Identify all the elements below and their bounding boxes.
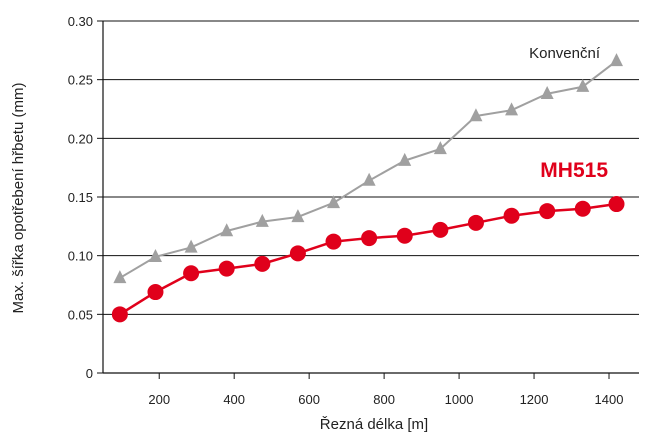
data-point-konvencni (291, 209, 305, 223)
data-point-mh515 (608, 196, 625, 213)
data-point-mh515 (325, 233, 342, 250)
x-axis-ticks: 200 400 600 800 1000 1200 1400 (148, 373, 623, 407)
series-line-mh515 (119, 202, 617, 316)
data-point-mh515 (147, 284, 164, 301)
data-point-mh515 (574, 200, 591, 217)
series-labels: Konvenční MH515 (529, 45, 608, 182)
y-tick-label: 0.10 (68, 249, 93, 264)
x-tick-label: 1200 (520, 392, 549, 407)
data-point-konvencni (433, 141, 447, 155)
data-point-mh515 (539, 203, 556, 220)
series-label-mh515: MH515 (540, 159, 608, 182)
x-axis-title: Řezná délka [m] (320, 416, 428, 433)
data-point-mh515 (503, 207, 520, 224)
data-point-konvencni (540, 85, 554, 99)
data-point-mh515 (183, 265, 200, 282)
x-tick-label: 800 (373, 392, 395, 407)
series-label-konvencni: Konvenční (529, 45, 601, 62)
data-point-konvencni (576, 78, 590, 92)
data-point-konvencni (220, 223, 234, 237)
data-point-mh515 (396, 227, 413, 244)
y-tick-label: 0.05 (68, 307, 93, 322)
data-point-konvencni (505, 102, 519, 116)
y-tick-label: 0.25 (68, 73, 93, 88)
x-tick-label: 1000 (445, 392, 474, 407)
data-point-konvencni (113, 270, 127, 284)
series-group (111, 53, 625, 323)
data-point-konvencni (148, 249, 162, 263)
y-tick-label: 0.15 (68, 190, 93, 205)
data-point-mh515 (467, 214, 484, 231)
y-axis-ticks: 0 0.05 0.10 0.15 0.20 0.25 0.30 (68, 14, 103, 381)
data-point-mh515 (432, 221, 449, 238)
data-point-mh515 (361, 230, 378, 247)
data-point-konvencni (255, 213, 269, 227)
grid-lines (103, 20, 639, 315)
data-point-konvencni (398, 152, 412, 166)
x-tick-label: 600 (298, 392, 320, 407)
data-point-konvencni (362, 172, 376, 186)
x-tick-label: 1400 (595, 392, 624, 407)
data-point-mh515 (289, 245, 306, 262)
data-point-konvencni (327, 195, 341, 209)
y-tick-label: 0.20 (68, 131, 93, 146)
data-point-konvencni (469, 108, 483, 122)
data-point-mh515 (218, 260, 235, 277)
data-point-mh515 (111, 306, 128, 323)
y-tick-label: 0 (86, 366, 93, 381)
data-point-mh515 (254, 255, 271, 272)
x-tick-label: 200 (148, 392, 170, 407)
y-tick-label: 0.30 (68, 14, 93, 29)
data-point-konvencni (184, 239, 198, 253)
x-tick-label: 400 (223, 392, 245, 407)
data-point-konvencni (610, 53, 624, 67)
y-axis-title: Max. šířka opotřebení hřbetu (mm) (10, 83, 27, 314)
